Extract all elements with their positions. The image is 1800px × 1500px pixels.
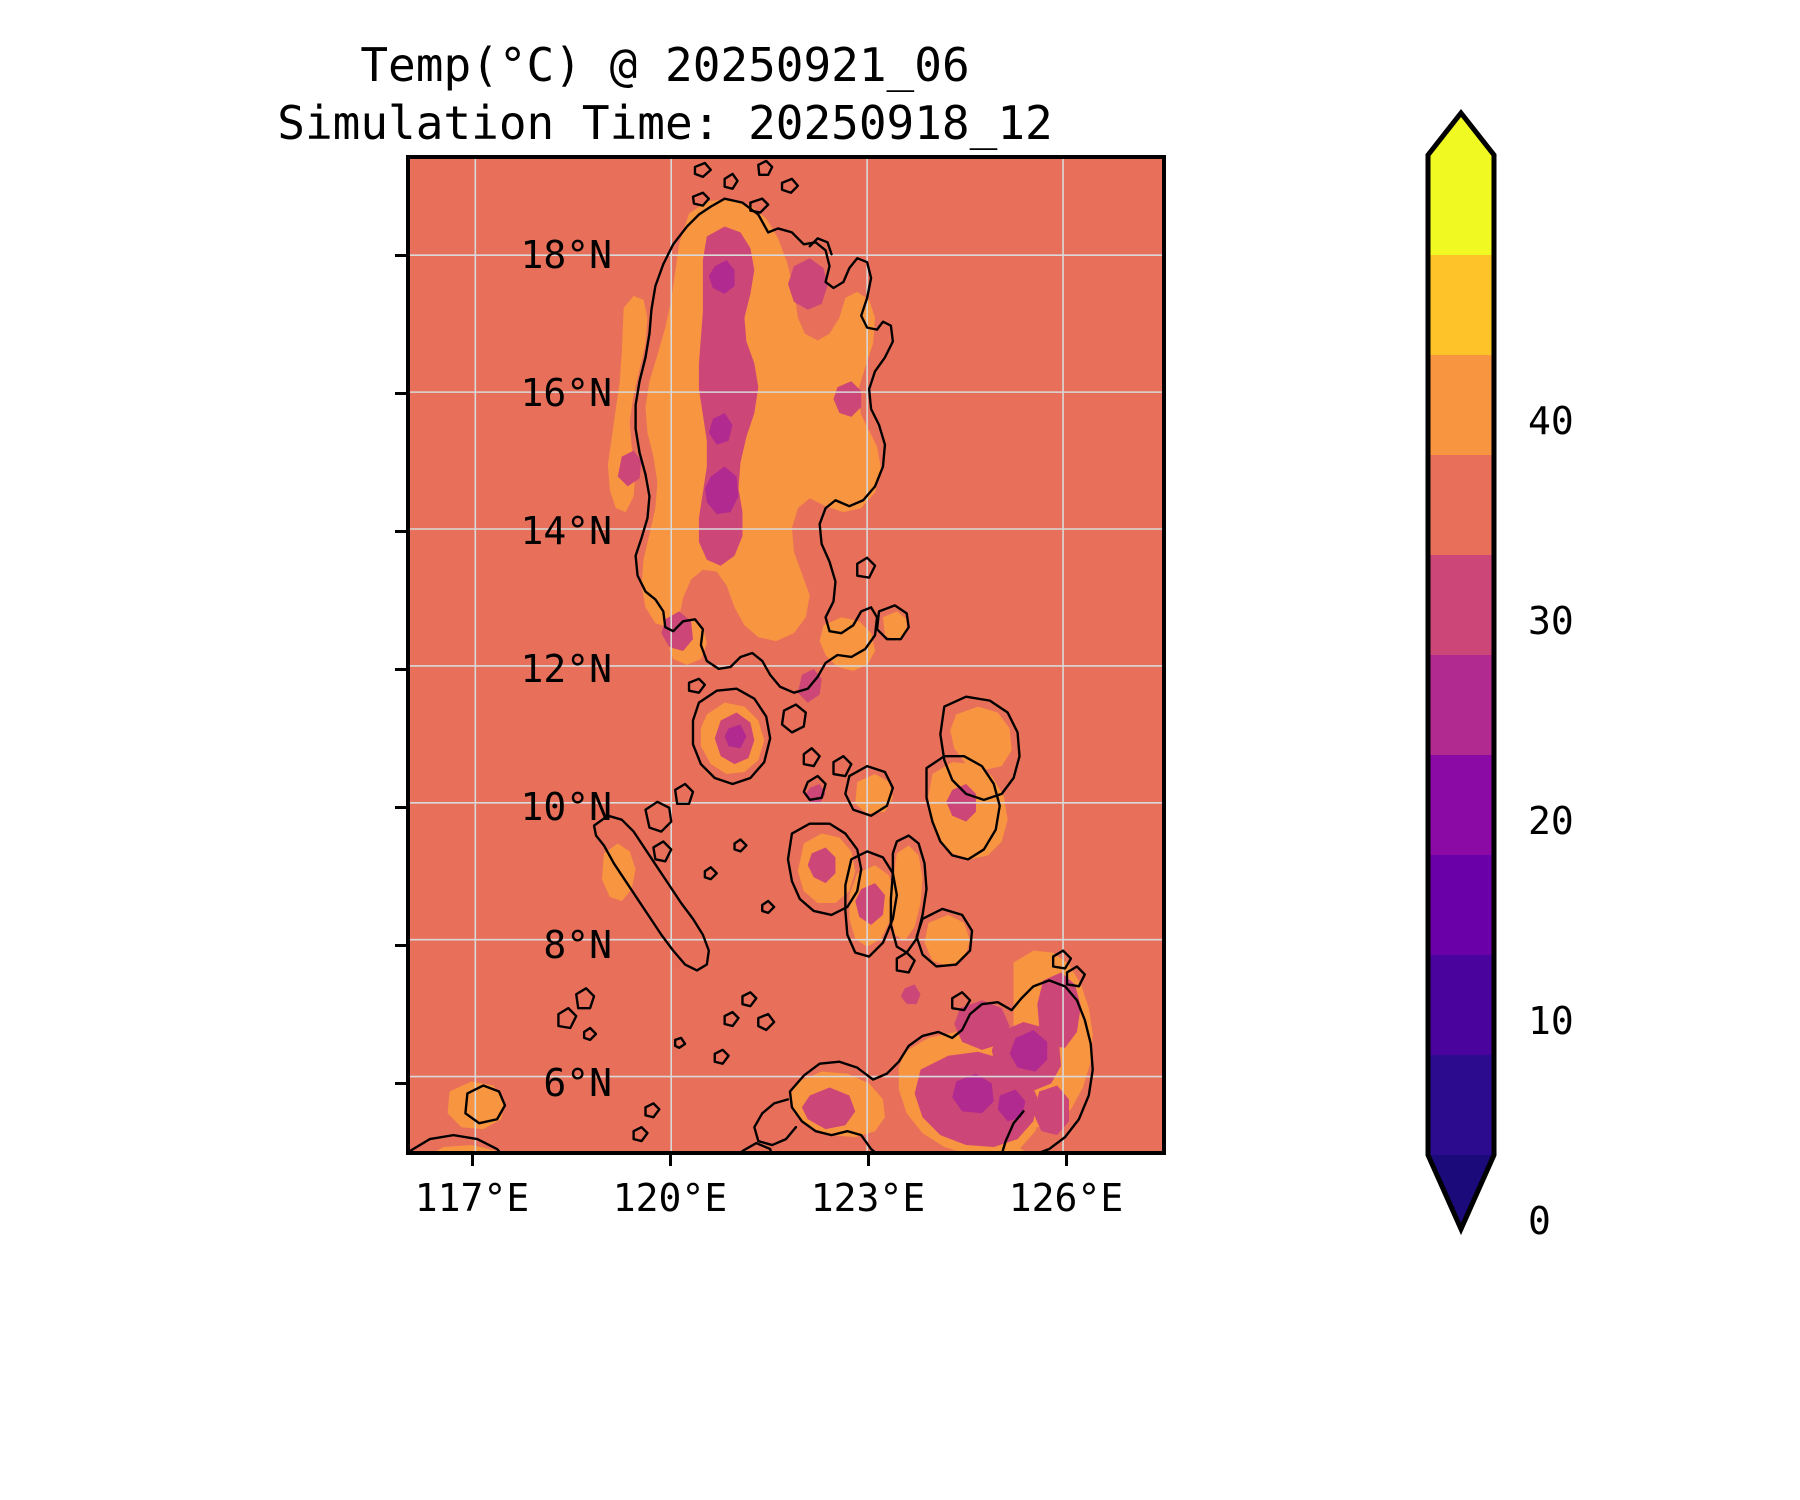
ytick-label-10N: 10°N xyxy=(520,785,612,829)
xtick-label-120E: 120°E xyxy=(612,1176,728,1220)
ytick-label-12N: 12°N xyxy=(520,647,612,691)
ytick-mark xyxy=(395,1082,406,1085)
ytick-label-14N: 14°N xyxy=(520,509,612,553)
colorbar-gradient xyxy=(1425,108,1497,1236)
ytick-mark xyxy=(395,254,406,257)
xtick-mark xyxy=(471,1155,474,1166)
xtick-label-117E: 117°E xyxy=(414,1176,530,1220)
colorbar-label-30: 30 xyxy=(1528,599,1574,643)
temperature-contour-map xyxy=(410,159,1162,1151)
ytick-label-16N: 16°N xyxy=(520,371,612,415)
colorbar-label-20: 20 xyxy=(1528,799,1574,843)
ytick-mark xyxy=(395,530,406,533)
xtick-mark xyxy=(669,1155,672,1166)
title-line-2: Simulation Time: 20250918_12 xyxy=(277,96,1053,150)
xtick-label-123E: 123°E xyxy=(810,1176,926,1220)
xtick-mark xyxy=(867,1155,870,1166)
ytick-mark xyxy=(395,806,406,809)
ytick-label-8N: 8°N xyxy=(543,923,612,967)
xtick-mark xyxy=(1065,1155,1068,1166)
colorbar-label-0: 0 xyxy=(1528,1199,1551,1243)
ytick-mark xyxy=(395,392,406,395)
ytick-label-18N: 18°N xyxy=(520,233,612,277)
ytick-mark xyxy=(395,944,406,947)
colorbar-label-10: 10 xyxy=(1528,999,1574,1043)
map-axes[interactable] xyxy=(406,155,1166,1155)
colorbar[interactable] xyxy=(1425,108,1497,1236)
xtick-label-126E: 126°E xyxy=(1008,1176,1124,1220)
chart-title: Temp(°C) @ 20250921_06 Simulation Time: … xyxy=(0,36,1330,152)
ytick-mark xyxy=(395,668,406,671)
ytick-label-6N: 6°N xyxy=(543,1061,612,1105)
title-line-1: Temp(°C) @ 20250921_06 xyxy=(360,38,970,92)
colorbar-label-40: 40 xyxy=(1528,399,1574,443)
